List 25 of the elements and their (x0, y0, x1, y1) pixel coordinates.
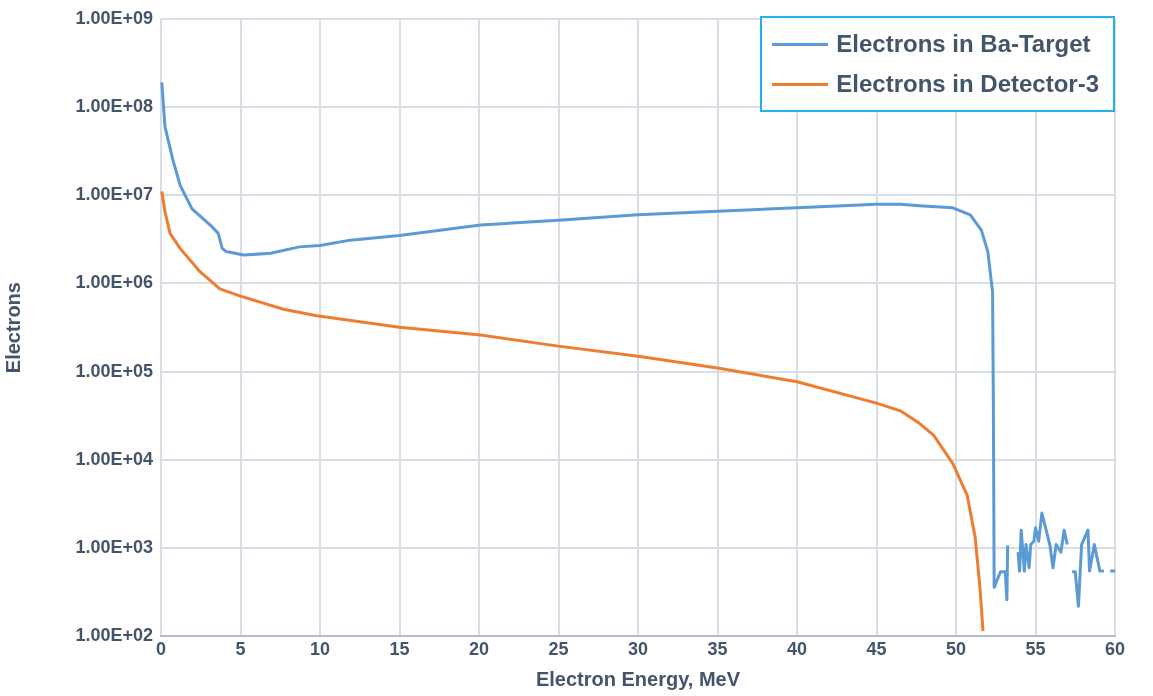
y-tick-label: 1.00E+06 (75, 272, 153, 293)
x-tick-label: 0 (155, 639, 167, 660)
x-axis-title: Electron Energy, MeV (535, 667, 741, 690)
x-tick-label: 40 (786, 639, 808, 660)
y-tick-label: 1.00E+08 (75, 96, 153, 116)
y-tick-label: 1.00E+03 (75, 537, 153, 558)
x-tick-label: 60 (1104, 639, 1126, 660)
y-tick-label: 1.00E+09 (75, 7, 153, 28)
legend-label: Electrons in Detector-3 (836, 69, 1099, 99)
x-tick-label: 10 (309, 639, 331, 660)
y-tick-label: 1.00E+05 (75, 360, 153, 381)
y-axis-title: Electrons (1, 282, 24, 374)
x-tick-label: 50 (945, 639, 967, 660)
x-tick-label: 5 (235, 639, 246, 660)
x-tick-label: 25 (548, 639, 569, 660)
x-tick-label: 35 (707, 639, 728, 660)
y-tick-label: 1.00E+07 (75, 184, 153, 205)
x-tick-label: 20 (468, 639, 490, 660)
x-tick-label: 30 (627, 639, 649, 660)
y-tick-label: 1.00E+04 (75, 448, 153, 469)
x-tick-label: 15 (389, 639, 410, 660)
x-tick-label: 55 (1025, 639, 1046, 660)
x-tick-label: 45 (866, 639, 887, 660)
y-tick-label: 1.00E+02 (75, 625, 153, 646)
legend-label: Electrons in Ba-Target (836, 29, 1091, 59)
